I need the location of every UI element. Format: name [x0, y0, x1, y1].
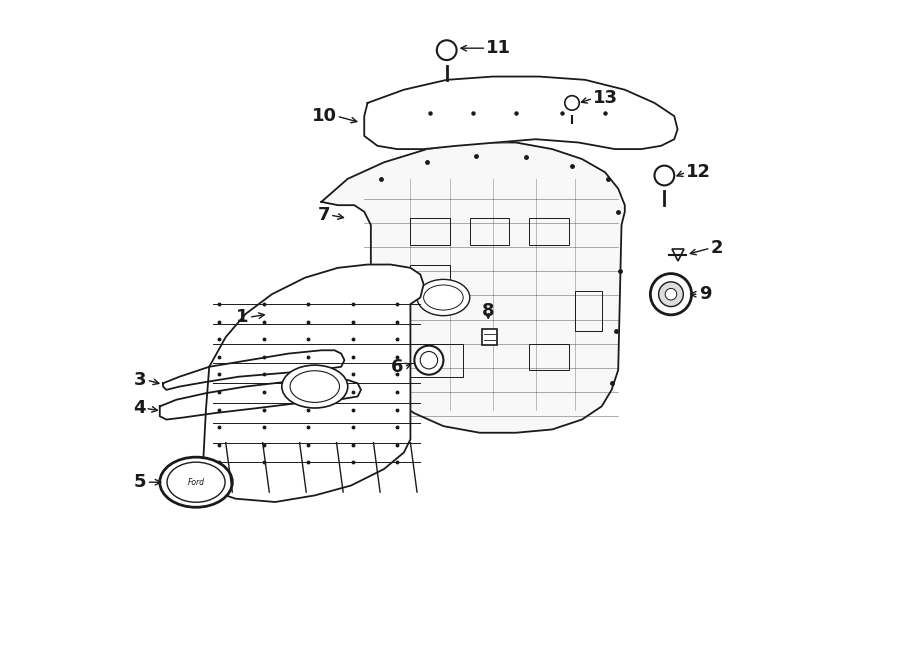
- Ellipse shape: [651, 274, 691, 315]
- Polygon shape: [160, 380, 361, 420]
- Bar: [410, 344, 464, 377]
- Text: 8: 8: [482, 301, 495, 320]
- Ellipse shape: [436, 40, 456, 60]
- Polygon shape: [202, 264, 424, 502]
- Ellipse shape: [659, 282, 683, 307]
- Bar: [529, 218, 569, 245]
- Text: 2: 2: [710, 239, 723, 257]
- Ellipse shape: [282, 365, 347, 408]
- Bar: [529, 344, 569, 370]
- Ellipse shape: [160, 457, 232, 507]
- Text: 13: 13: [593, 89, 618, 107]
- Polygon shape: [364, 77, 678, 149]
- Text: 7: 7: [318, 206, 330, 224]
- Ellipse shape: [414, 346, 444, 375]
- Text: Ford: Ford: [187, 478, 204, 486]
- Text: 11: 11: [486, 39, 511, 58]
- Ellipse shape: [665, 288, 677, 300]
- Bar: [482, 329, 497, 345]
- Bar: [410, 264, 450, 297]
- Bar: [410, 218, 450, 245]
- Text: 12: 12: [686, 163, 711, 181]
- Text: 5: 5: [134, 473, 147, 491]
- Polygon shape: [163, 350, 345, 390]
- Ellipse shape: [654, 166, 674, 185]
- Ellipse shape: [417, 280, 470, 316]
- Polygon shape: [321, 143, 625, 433]
- Text: 10: 10: [311, 107, 337, 125]
- Text: 3: 3: [134, 371, 147, 389]
- Text: 1: 1: [237, 308, 248, 327]
- Text: 6: 6: [392, 358, 404, 376]
- Ellipse shape: [565, 96, 580, 110]
- Bar: [575, 291, 602, 330]
- Bar: [470, 218, 509, 245]
- Text: 4: 4: [133, 399, 145, 417]
- Text: 9: 9: [698, 285, 711, 303]
